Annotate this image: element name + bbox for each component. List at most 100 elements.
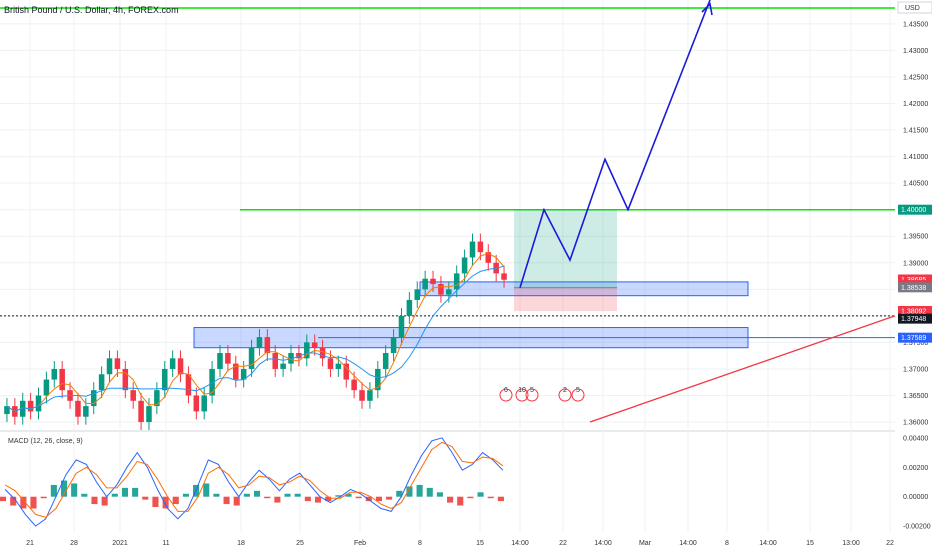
macd-histogram-bar [314, 496, 322, 503]
macd-histogram-bar [264, 496, 271, 499]
candle-body [414, 289, 421, 300]
price-badge-label: 1.37589 [901, 335, 926, 342]
candle-body [367, 390, 373, 401]
time-tick-label: 22 [886, 540, 894, 547]
candle-body [390, 337, 397, 354]
candle-body [469, 241, 476, 258]
candle-body [75, 400, 81, 417]
price-badge-label: 1.37948 [901, 316, 926, 323]
candle-body [114, 358, 121, 369]
macd-histogram-bar [81, 493, 88, 497]
event-marker [515, 388, 529, 402]
candle-body [280, 363, 286, 369]
candle-body [343, 363, 350, 380]
price-tick-label: 1.40500 [903, 181, 928, 188]
time-tick-label: Mar [639, 540, 652, 547]
rising-trendline [589, 315, 896, 423]
candle-body [35, 395, 42, 412]
time-tick-label: 22 [559, 540, 567, 547]
candle-body [501, 273, 507, 280]
time-tick-label: 14:00 [759, 540, 777, 547]
candle-body [169, 358, 176, 369]
macd-histogram-bar [40, 496, 47, 499]
drawing-layer[interactable]: 6 10 5 2 5 [0, 0, 896, 423]
candle-body [351, 379, 357, 391]
candle-body [225, 353, 231, 364]
price-tick-label: 1.41500 [903, 128, 928, 135]
macd-tick-label: 0.00400 [903, 435, 928, 442]
macd-histogram-bar [71, 483, 78, 497]
macd-histogram-bar [294, 493, 301, 497]
price-tick-label: 1.41000 [903, 154, 928, 161]
candle-body [240, 368, 247, 380]
price-tick-label: 1.42500 [903, 74, 928, 81]
event-marker-label: 5 [530, 387, 534, 394]
macd-histogram-bar [162, 496, 169, 509]
time-tick-label: 14:00 [594, 540, 612, 547]
candle-body [98, 374, 105, 391]
price-tick-label: 1.43000 [903, 48, 928, 55]
macd-histogram-bar [477, 492, 484, 497]
candle-body [177, 358, 184, 375]
macd-label: MACD (12, 26, close, 9) [8, 438, 83, 445]
price-badge-label: 1.38538 [901, 285, 926, 292]
candle-body [382, 353, 389, 369]
macd-histogram-bar [365, 496, 372, 502]
macd-histogram-bar [304, 496, 311, 502]
candle-body [311, 342, 318, 348]
candle-body [288, 353, 294, 364]
price-badge-label: 1.38092 [901, 308, 926, 315]
candle-body [304, 342, 310, 359]
price-axis[interactable]: 1.43500 1.43000 1.42500 1.42000 1.41500 1.410… [897, 1, 932, 531]
price-tick-label: 1.36500 [903, 393, 928, 400]
projection-arrowhead [701, 2, 713, 16]
candle-body [248, 347, 255, 369]
price-badge [898, 282, 932, 293]
candle-body [359, 390, 365, 401]
macd-histogram-bar [254, 490, 261, 497]
time-tick-label: 13:00 [842, 540, 860, 547]
macd-tick-label: 0.00000 [903, 494, 928, 501]
candle-series [4, 233, 507, 430]
macd-histogram-bar [497, 496, 504, 502]
macd-histogram-bar [121, 487, 129, 497]
time-tick-label: 28 [70, 540, 78, 547]
candle-body [438, 284, 444, 295]
price-tick-label: 1.37000 [903, 366, 928, 373]
candle-body [146, 406, 152, 423]
macd-pane [0, 437, 504, 527]
signal-line [4, 441, 504, 518]
macd-histogram-bar [172, 496, 179, 505]
candle-body [59, 368, 65, 391]
position-profit-zone [514, 209, 617, 288]
price-tick-label: 1.39500 [903, 234, 928, 241]
event-marker [558, 388, 572, 402]
macd-histogram-bar [101, 496, 108, 506]
time-tick-label: 15 [806, 540, 814, 547]
macd-histogram-bar [386, 496, 393, 500]
macd-histogram-bar [10, 496, 17, 506]
time-tick-label: 21 [26, 540, 34, 547]
macd-histogram-bar [223, 496, 230, 505]
event-marker [499, 388, 513, 402]
candle-body [27, 400, 34, 412]
candle-body [477, 241, 484, 253]
candle-body [154, 390, 160, 407]
macd-line [4, 437, 504, 527]
macd-histogram-bar [447, 496, 454, 503]
candle-body [83, 406, 89, 417]
currency-badge [897, 1, 932, 14]
candle-body [4, 406, 10, 415]
candle-body [327, 358, 334, 369]
time-tick-label: 8 [725, 540, 729, 547]
price-badge [898, 204, 932, 215]
time-axis[interactable]: 21 28 2021 11 18 25 Feb 8 15 14:00 22 14:00 Mar 14:00… [26, 540, 894, 547]
macd-histogram-bar [213, 493, 220, 497]
macd-histogram-bar [0, 496, 7, 502]
macd-histogram-bar [416, 484, 423, 497]
macd-histogram-bar [50, 484, 57, 497]
event-marker-label: 6 [504, 387, 508, 394]
ma-fast-line [6, 252, 505, 412]
macd-histogram-bar [203, 483, 210, 497]
